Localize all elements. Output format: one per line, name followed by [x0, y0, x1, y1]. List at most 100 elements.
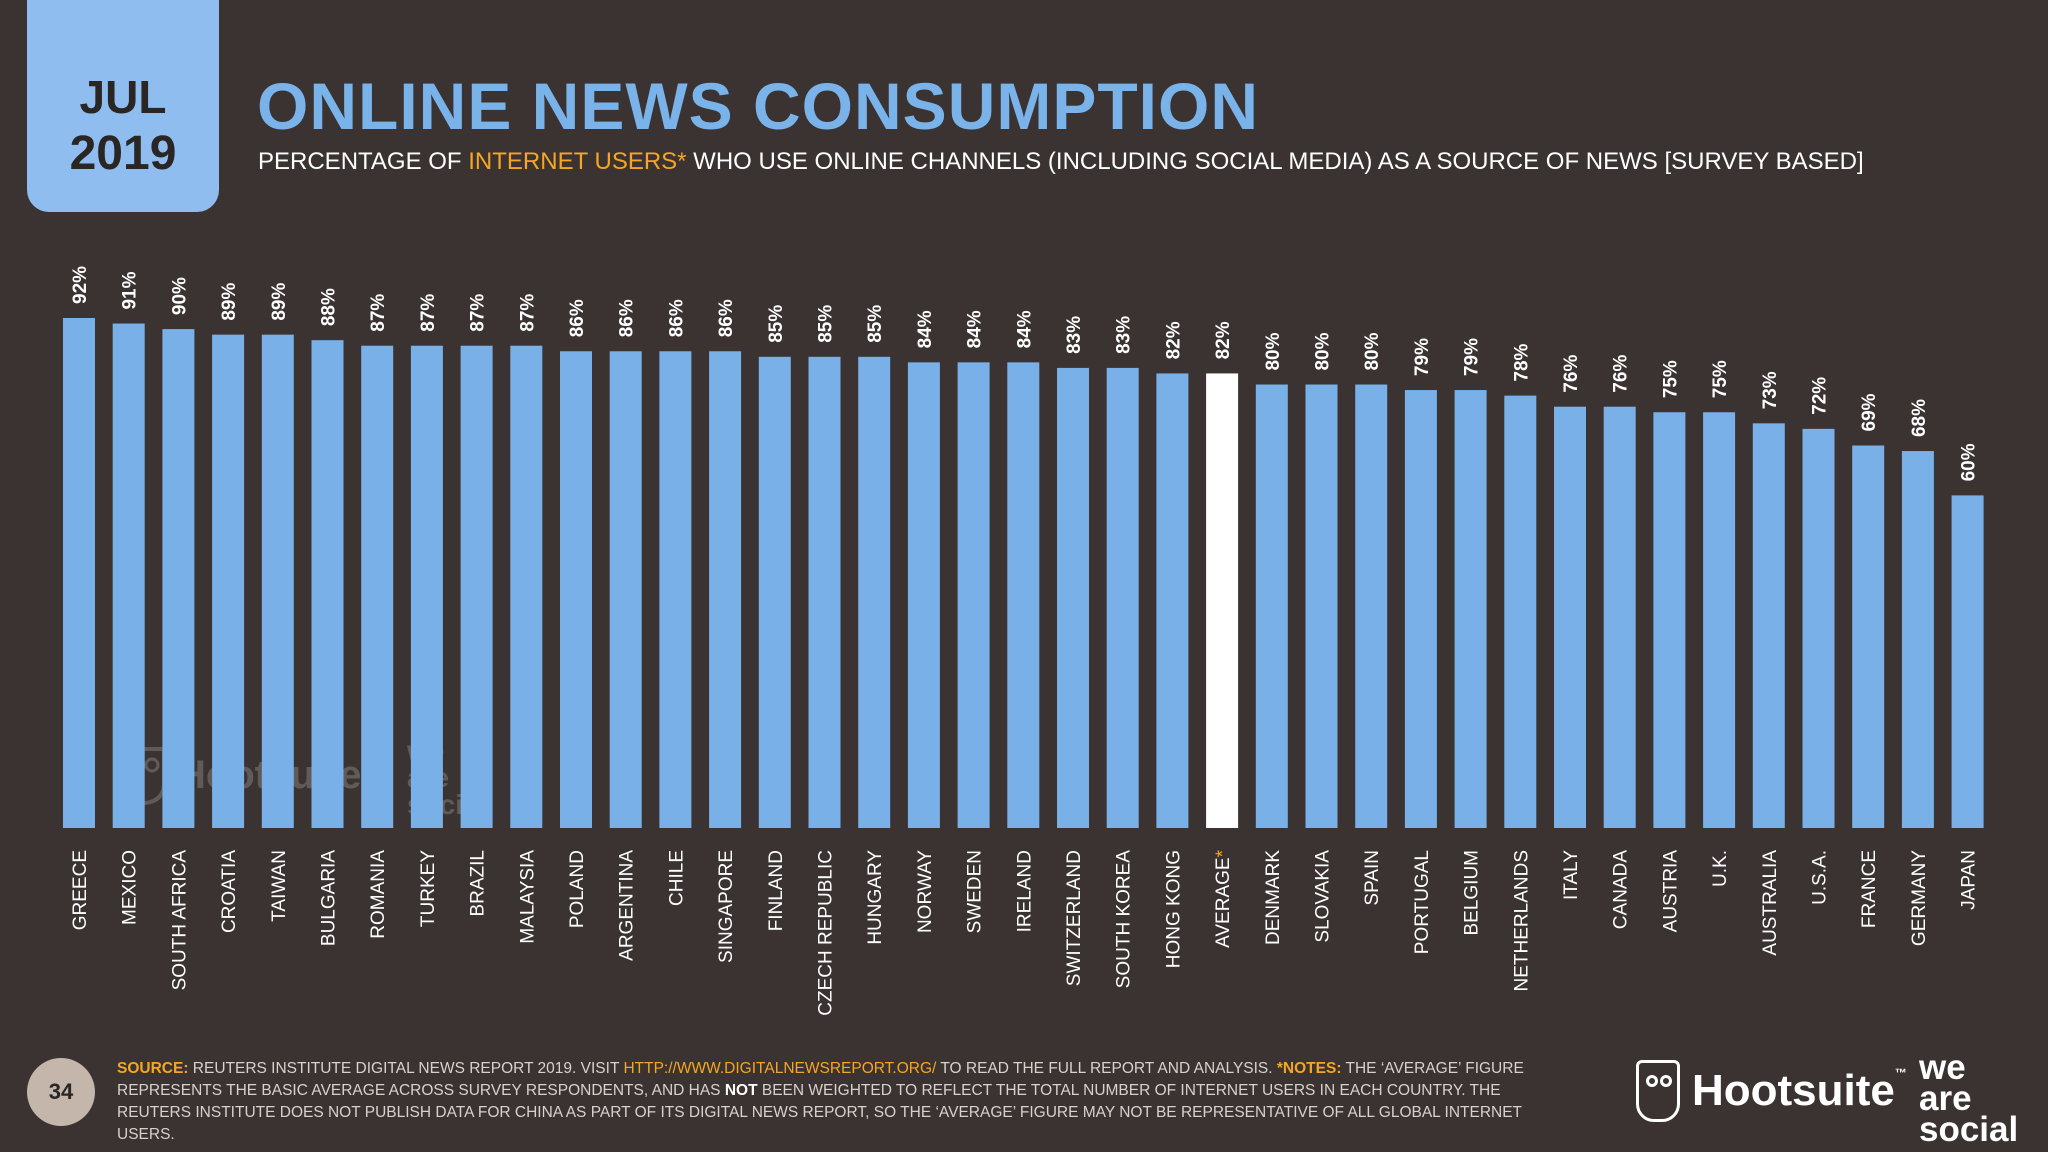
value-label: 87% [368, 294, 389, 332]
value-label: 86% [666, 299, 687, 337]
date-month: JUL [79, 71, 167, 123]
category-label: CZECH REPUBLIC [816, 850, 837, 1016]
bar [63, 318, 95, 828]
value-label: 86% [567, 299, 588, 337]
value-label: 86% [617, 299, 638, 337]
bar [1504, 395, 1537, 828]
value-label: 85% [816, 305, 837, 343]
category-label: HUNGARY [865, 850, 886, 945]
value-label: 86% [716, 299, 737, 337]
value-label: 87% [517, 294, 538, 332]
category-label: PORTUGAL [1412, 850, 1433, 954]
category-label: FINLAND [766, 850, 787, 931]
bar [1404, 390, 1437, 828]
bar [1852, 445, 1885, 828]
category-label: FRANCE [1859, 850, 1880, 928]
bar [1951, 495, 1984, 828]
bar [808, 356, 841, 828]
hootsuite-logo-text: Hootsuite [1692, 1066, 1895, 1115]
bar [1355, 384, 1388, 828]
value-label: 89% [219, 282, 240, 320]
value-label: 68% [1909, 399, 1930, 437]
category-label: TAIWAN [269, 850, 290, 922]
bar [1703, 412, 1736, 828]
category-label: IRELAND [1014, 850, 1035, 932]
page-number: 34 [27, 1058, 95, 1126]
category-label: SWITZERLAND [1064, 850, 1085, 986]
bar [957, 362, 990, 828]
category-label: AUSTRALIA [1760, 850, 1781, 956]
bar [460, 345, 493, 828]
category-label: ITALY [1561, 850, 1582, 900]
source-text: REUTERS INSTITUTE DIGITAL NEWS REPORT 20… [188, 1060, 624, 1077]
notes-label: *NOTES: [1276, 1060, 1342, 1077]
value-label: 80% [1362, 332, 1383, 370]
value-label: 82% [1163, 321, 1184, 359]
value-label: 80% [1263, 332, 1284, 370]
category-label: NORWAY [915, 850, 936, 933]
value-label: 84% [965, 310, 986, 348]
category-label: SWEDEN [965, 850, 986, 933]
bar [1802, 428, 1835, 828]
value-label: 91% [120, 271, 141, 309]
category-label: MALAYSIA [517, 850, 538, 944]
category-label: POLAND [567, 850, 588, 928]
source-text-2: TO READ THE FULL REPORT AND ANALYSIS. [936, 1060, 1277, 1077]
value-label: 69% [1859, 393, 1880, 431]
hootsuite-owl-icon [1636, 1060, 1680, 1122]
value-label: 76% [1611, 355, 1632, 393]
page-subtitle: PERCENTAGE OF INTERNET USERS* WHO USE ON… [258, 147, 1864, 177]
value-label: 85% [865, 305, 886, 343]
category-label: CHILE [666, 850, 687, 906]
bar [560, 351, 592, 828]
category-label: ARGENTINA [617, 850, 638, 961]
bar [112, 323, 145, 828]
value-label: 83% [1114, 316, 1135, 354]
bar [709, 351, 742, 828]
hootsuite-logo: Hootsuite™ [1692, 1066, 1907, 1116]
category-label: U.K. [1710, 850, 1731, 887]
category-label: BRAZIL [468, 850, 489, 917]
category-label: BELGIUM [1462, 850, 1483, 936]
source-link[interactable]: HTTP://WWW.DIGITALNEWSREPORT.ORG/ [623, 1060, 937, 1077]
bar [510, 345, 543, 828]
bar [1554, 406, 1586, 828]
category-label: JAPAN [1959, 850, 1980, 910]
bar [758, 356, 791, 828]
value-label: 80% [1313, 332, 1334, 370]
average-asterisk: * [1213, 849, 1234, 857]
bar [311, 340, 344, 828]
category-label: SINGAPORE [716, 850, 737, 963]
bar [1305, 384, 1338, 828]
value-label: 60% [1959, 443, 1980, 481]
category-label: NETHERLANDS [1511, 850, 1532, 991]
value-label: 84% [915, 310, 936, 348]
value-label: 92% [70, 266, 91, 304]
bar [1603, 406, 1636, 828]
source-notes: SOURCE: REUTERS INSTITUTE DIGITAL NEWS R… [117, 1058, 1557, 1146]
we-are-social-logo: we are social [1919, 1048, 2019, 1149]
bar [1752, 423, 1785, 828]
category-label: BULGARIA [319, 850, 340, 946]
category-label: GREECE [70, 850, 91, 930]
was-line: social [1919, 1110, 2019, 1149]
category-label: U.S.A. [1810, 850, 1831, 905]
value-label: 87% [418, 294, 439, 332]
brand-logos: Hootsuite™ we are social [1636, 1048, 2036, 1149]
value-label: 73% [1760, 371, 1781, 409]
was-line: we [1919, 1048, 1966, 1087]
bar [1156, 373, 1189, 828]
category-label: TURKEY [418, 850, 439, 927]
value-label: 83% [1064, 316, 1085, 354]
was-line: are [1919, 1079, 1972, 1118]
value-label: 90% [169, 277, 190, 315]
value-label: 89% [269, 282, 290, 320]
date-year: 2019 [69, 127, 177, 180]
value-label: 72% [1810, 377, 1831, 415]
value-label: 75% [1660, 360, 1681, 398]
bar [162, 329, 195, 828]
subtitle-post: WHO USE ONLINE CHANNELS (INCLUDING SOCIA… [686, 148, 1864, 175]
bar [1255, 384, 1288, 828]
category-label: SLOVAKIA [1313, 850, 1334, 943]
category-label: MEXICO [120, 850, 141, 925]
